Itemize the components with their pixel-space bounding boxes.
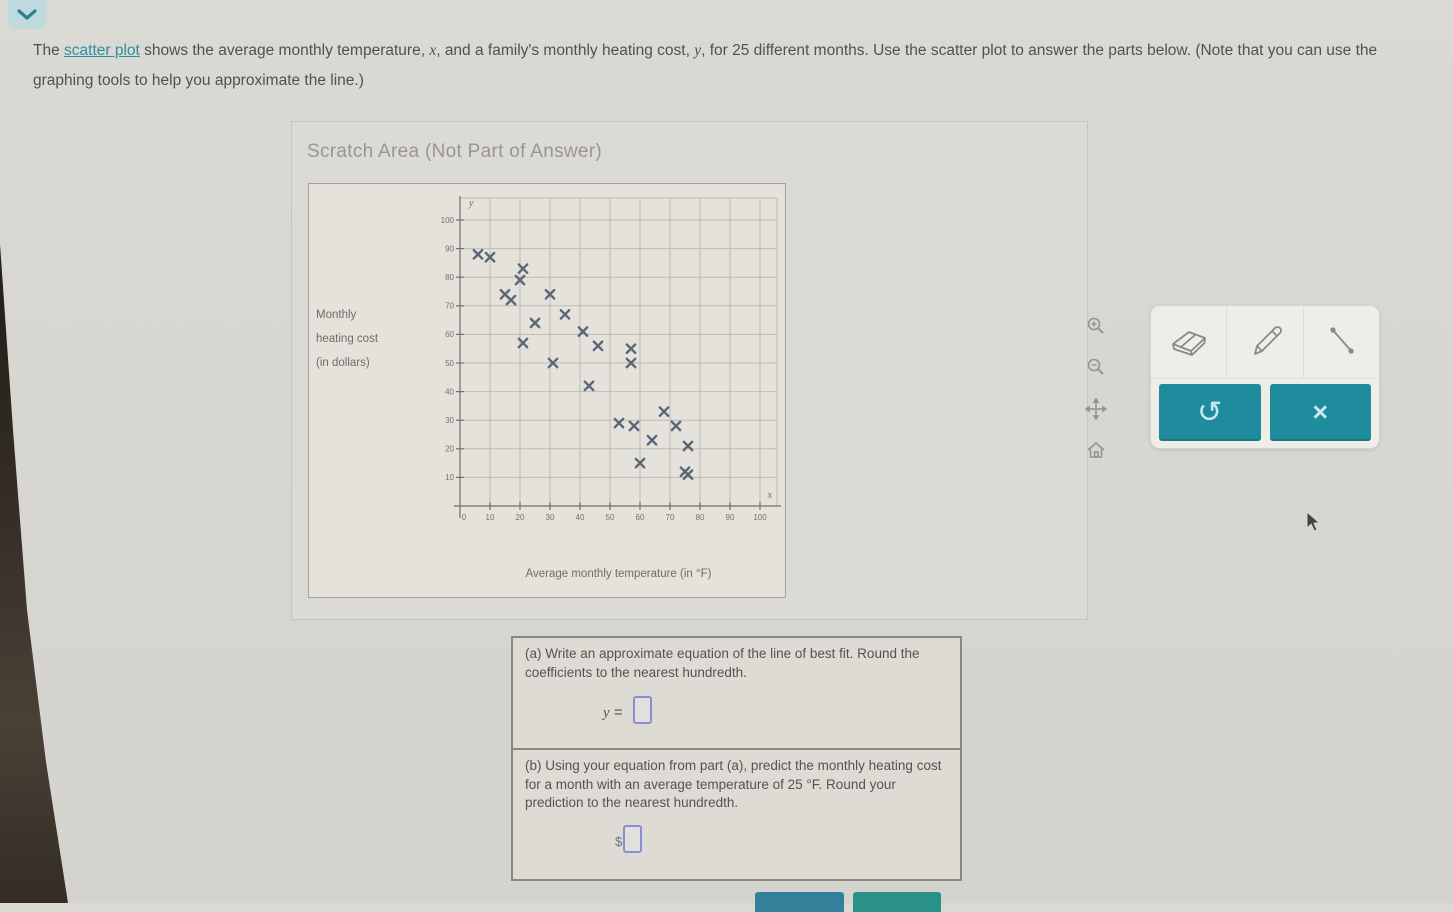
svg-text:100: 100 [441,216,455,225]
part-a-equation-row: y = [603,696,948,724]
svg-text:30: 30 [546,513,555,522]
collapse-chevron-button[interactable] [8,0,46,29]
y-axis-title-line: Monthly [316,309,357,321]
problem-statement: The scatter plot shows the average month… [33,36,1423,95]
svg-text:90: 90 [445,244,454,253]
x-axis-title: Average monthly temperature (in °F) [525,568,712,580]
scatter-plot[interactable]: 10 20 30 40 50 60 70 80 90 100 10 20 30 40 50 60 70 80 90 1… [309,184,785,597]
part-b-answer-row: $ [615,824,948,853]
pencil-tool-button[interactable] [1226,306,1302,378]
svg-text:30: 30 [445,416,454,425]
svg-text:20: 20 [516,513,525,522]
intro-text: shows the average monthly temperature, [139,42,430,59]
scratch-area-panel: Scratch Area (Not Part of Answer) 10 20 30… [291,121,1380,620]
scatter-plot-canvas[interactable]: 10 20 30 40 50 60 70 80 90 100 10 20 30 40 50 60 70 80 90 1… [308,183,786,598]
undo-button[interactable]: ↺ [1159,384,1261,441]
dollar-sign: $ [615,833,623,849]
svg-text:80: 80 [696,513,705,522]
undo-icon: ↺ [1197,395,1223,429]
svg-text:80: 80 [445,273,454,282]
svg-text:70: 70 [445,302,454,311]
svg-text:40: 40 [576,513,585,522]
drawing-tools-row [1151,306,1379,379]
svg-text:50: 50 [606,513,615,522]
y-axis-title-line: heating cost [316,333,379,345]
part-a-text: (a) Write an approximate equation of the… [525,646,920,680]
svg-text:20: 20 [445,445,454,454]
answer-panel: (a) Write an approximate equation of the… [511,636,962,881]
pencil-icon [1245,320,1285,365]
equals-sign: = [613,704,623,721]
line-segment-icon [1321,320,1361,365]
eraser-icon [1167,322,1211,363]
svg-text:0: 0 [462,513,467,522]
equation-lhs: y [603,705,610,721]
part-a-section: (a) Write an approximate equation of the… [513,638,960,748]
intro-text: The [33,42,65,59]
math-var-y: y [694,42,702,59]
chevron-down-icon [17,8,37,21]
svg-text:x: x [767,490,773,501]
mouse-cursor [1306,510,1322,538]
svg-text:90: 90 [726,513,735,522]
y-axis-title: Monthly heating cost (in dollars) [316,303,378,375]
svg-text:60: 60 [445,330,454,339]
part-b-text: (b) Using your equation from part (a), p… [525,758,942,810]
move-crosshair-icon [1085,398,1107,420]
bottom-button-left[interactable] [755,892,844,912]
intro-text: , and a family's monthly heating cost, [436,42,695,59]
pan-button[interactable] [1085,398,1107,420]
eraser-tool-button[interactable] [1151,306,1226,378]
zoom-out-button[interactable] [1085,357,1107,379]
svg-text:10: 10 [486,513,495,522]
zoom-in-icon [1085,316,1107,338]
part-b-section: (b) Using your equation from part (a), p… [513,748,960,853]
svg-text:y: y [468,198,474,209]
scatter-plot-link[interactable]: scatter plot [64,42,140,59]
clear-button[interactable]: × [1269,384,1371,441]
reset-view-button[interactable] [1085,439,1107,461]
svg-text:100: 100 [753,513,767,522]
svg-text:50: 50 [445,359,454,368]
svg-text:70: 70 [666,513,675,522]
zoom-out-icon [1085,357,1107,379]
math-var-x: x [429,42,437,59]
svg-text:60: 60 [636,513,645,522]
close-icon: × [1312,397,1329,427]
part-b-answer-input[interactable] [623,824,643,853]
svg-text:10: 10 [445,473,454,482]
line-tool-button[interactable] [1302,306,1379,378]
y-axis-title-line: (in dollars) [316,357,370,369]
scratch-area-title: Scratch Area (Not Part of Answer) [307,141,603,162]
home-icon [1085,439,1107,461]
part-a-answer-input[interactable] [632,696,652,724]
svg-text:40: 40 [445,387,454,396]
intro-text: , for 25 different months. Use the scatt… [33,42,1378,89]
zoom-in-button[interactable] [1085,316,1107,338]
bottom-button-right[interactable] [853,892,941,912]
graph-side-tools [1085,316,1107,480]
toolbar-action-row: ↺ × [1151,379,1379,441]
graphing-toolbar: ↺ × [1150,305,1380,449]
photo-dark-edge [0,244,68,903]
